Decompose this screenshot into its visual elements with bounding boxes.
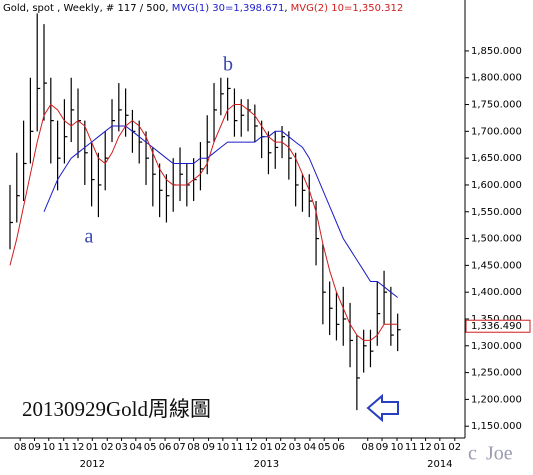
x-tick-label: 11 [57,442,70,453]
signature: Joe [486,443,513,465]
legend-entry: MVG(1) 30=1,398.671 [172,3,285,14]
x-tick-label: 01 [433,442,446,453]
x-tick-label: 02 [101,442,114,453]
x-tick-label: 01 [260,442,273,453]
moving-average [9,103,398,341]
x-tick-label: 08 [361,442,374,453]
x-tick-label: 10 [391,442,404,453]
x-tick-label: 08 [14,442,27,453]
y-tick-label: 1,550.000 [471,207,522,218]
y-tick-label: 1,750.000 [471,100,522,111]
y-tick-label: 1,250.000 [471,368,522,379]
x-tick-label: 11 [231,442,244,453]
legend-entry: MVG(2) 10=1,350.312 [291,3,404,14]
y-tick-label: 1,350.000 [471,314,522,325]
x-tick-label: 02 [274,442,287,453]
x-tick-label: 12 [419,442,432,453]
x-tick-label: 09 [202,442,215,453]
arrow [366,393,399,423]
y-tick-label: 1,600.000 [471,180,522,191]
x-tick-label: 07 [173,442,186,453]
y-tick-label: 1,450.000 [471,260,522,271]
y-tick-label: 1,650.000 [471,153,522,164]
y-tick-label: 1,150.000 [471,421,522,432]
x-tick-label: 05 [318,442,331,453]
x-tick-label: 08 [187,442,200,453]
x-tick-label: 03 [115,442,128,453]
signature: c [468,443,477,465]
y-tick-label: 1,200.000 [471,394,522,405]
moving-average [43,125,399,298]
chart-title: Gold, spot , Weekly, # 117 / 500, [3,3,172,14]
x-tick-label: 12 [245,442,258,453]
annotation: a [85,226,94,248]
x-tick-label: 05 [144,442,157,453]
x-tick-label: 04 [304,442,317,453]
y-tick-label: 1,400.000 [471,287,522,298]
y-tick-label: 1,850.000 [471,46,522,57]
x-tick-label: 09 [28,442,41,453]
last-price-label: 1,336.490 [471,321,522,332]
x-tick-label: 01 [86,442,99,453]
y-tick-label: 1,800.000 [471,73,522,84]
x-tick-label: 03 [289,442,302,453]
x-tick-label: 04 [129,442,142,453]
y-tick-label: 1,300.000 [471,341,522,352]
x-tick-label: 10 [42,442,55,453]
year-label: 2013 [254,459,279,470]
last-price-box [465,319,531,333]
year-label: 2014 [427,459,452,470]
x-tick-label: 09 [376,442,389,453]
chart-header: Gold, spot , Weekly, # 117 / 500, MVG(1)… [3,3,403,14]
caption: 20130929Gold周線圖 [22,397,211,421]
x-tick-label: 10 [217,442,230,453]
x-tick-label: 11 [405,442,418,453]
y-tick-label: 1,700.000 [471,126,522,137]
y-tick-label: 1,500.000 [471,234,522,245]
year-label: 2012 [80,459,105,470]
x-tick-label: 06 [159,442,172,453]
annotation: b [223,54,233,76]
x-tick-label: 12 [72,442,85,453]
separator: , [284,3,290,14]
x-tick-label: 02 [448,442,461,453]
x-tick-label: 06 [332,442,345,453]
